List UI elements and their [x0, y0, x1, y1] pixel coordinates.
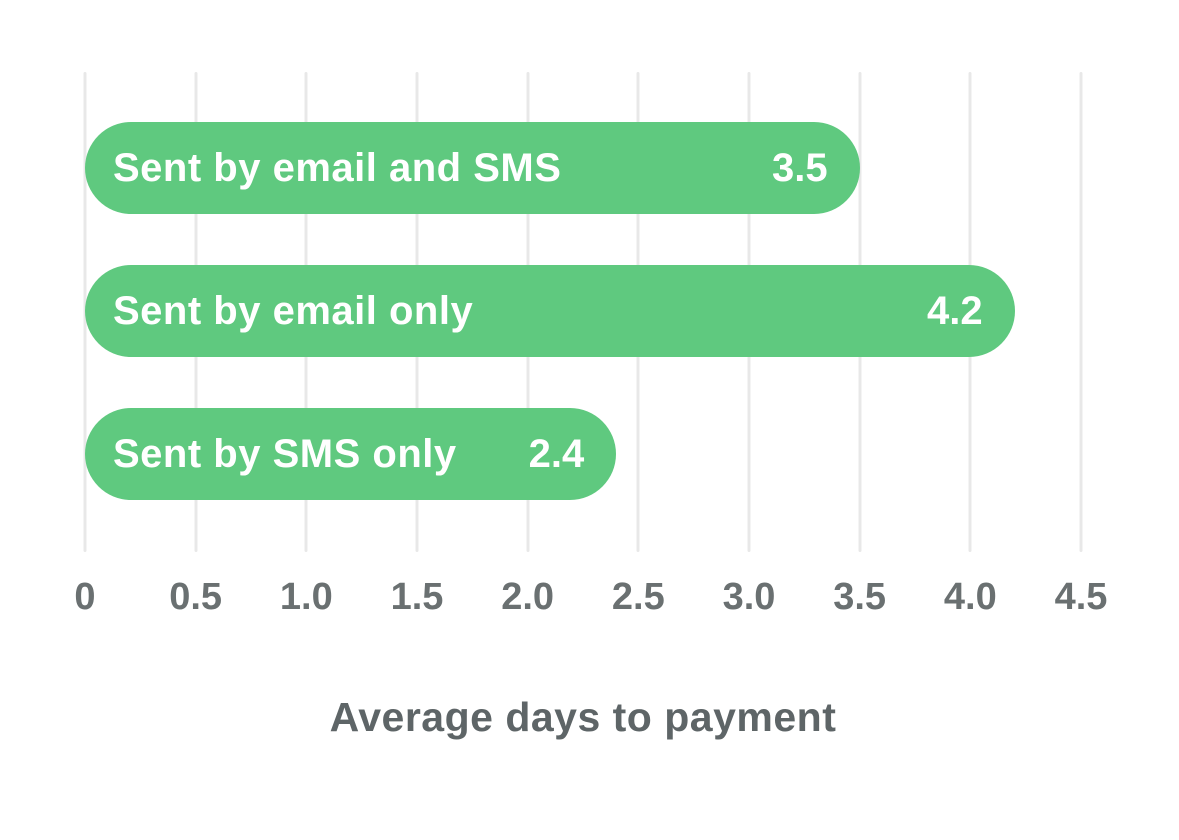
x-tick-label: 0 — [74, 576, 96, 618]
plot-area: Sent by email and SMS 3.5 Sent by email on… — [74, 72, 1107, 618]
bar-category-label: Sent by SMS only — [113, 431, 457, 476]
bar: Sent by email and SMS 3.5 — [85, 122, 860, 214]
x-tick-label: 0.5 — [169, 576, 223, 618]
x-axis-ticks: 0 0.5 1.0 1.5 2.0 2.5 3.0 3.5 4.0 4.5 — [74, 552, 1107, 618]
x-tick-label: 1.0 — [279, 576, 333, 618]
gridline — [1079, 72, 1083, 552]
bar-row: Sent by email only 4.2 — [85, 265, 1015, 357]
bar-value-label: 4.2 — [926, 288, 983, 333]
x-tick-label: 1.5 — [390, 576, 444, 618]
bar: Sent by email only 4.2 — [85, 265, 1015, 357]
x-tick-label: 3.0 — [722, 576, 776, 618]
bar-value-label: 2.4 — [528, 431, 585, 476]
x-tick-label: 2.5 — [611, 576, 665, 618]
bar: Sent by SMS only 2.4 — [85, 408, 617, 500]
x-tick-label: 3.5 — [833, 576, 887, 618]
x-tick-label: 4.0 — [943, 576, 997, 618]
bar-category-label: Sent by email and SMS — [113, 145, 562, 190]
bar-row: Sent by email and SMS 3.5 — [85, 122, 860, 214]
bar-value-label: 3.5 — [772, 145, 828, 190]
x-tick-label: 4.5 — [1054, 576, 1108, 618]
bar-category-label: Sent by email only — [113, 288, 474, 333]
bar-row: Sent by SMS only 2.4 — [85, 408, 617, 500]
x-tick-label: 2.0 — [501, 576, 555, 618]
x-axis-title: Average days to payment — [329, 694, 837, 740]
